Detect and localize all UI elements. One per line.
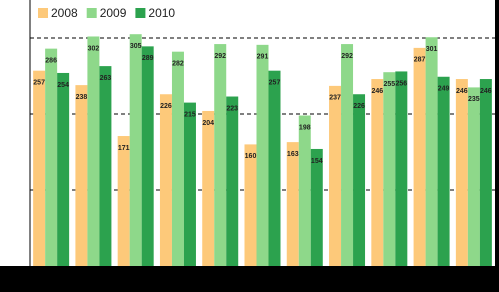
bar (129, 34, 142, 267)
value-label: 235 (468, 96, 480, 103)
bar (99, 66, 112, 267)
value-label: 198 (299, 124, 311, 131)
bar (202, 110, 215, 267)
legend-swatch (135, 8, 146, 18)
value-label: 291 (257, 54, 269, 61)
value-label: 255 (383, 81, 395, 88)
legend-swatch (38, 8, 48, 18)
bar (159, 94, 172, 267)
value-label: 256 (395, 80, 407, 87)
bar (33, 70, 46, 267)
bar (310, 148, 323, 266)
bar (45, 48, 58, 266)
bar (256, 44, 269, 267)
bar (87, 36, 100, 267)
value-label: 302 (88, 45, 100, 52)
bar (75, 85, 88, 267)
bar (425, 37, 438, 266)
value-label: 289 (142, 55, 154, 62)
bar (383, 72, 396, 266)
value-label: 263 (100, 75, 112, 82)
value-label: 286 (45, 57, 57, 64)
value-label: 282 (172, 61, 184, 68)
bar (341, 44, 354, 266)
bar (298, 115, 311, 267)
bar (455, 79, 468, 266)
value-label: 292 (214, 53, 226, 60)
bar (437, 76, 450, 266)
value-label: 301 (426, 46, 438, 53)
bar (413, 47, 426, 266)
value-label: 215 (184, 111, 196, 118)
legend-label: 2010 (148, 6, 175, 20)
bar (479, 79, 492, 266)
bar (117, 136, 130, 266)
bar (286, 142, 299, 266)
bar (353, 94, 366, 267)
legend-label: 2008 (51, 6, 78, 20)
value-label: 246 (480, 88, 492, 95)
value-label: 226 (160, 103, 172, 110)
value-label: 223 (226, 105, 238, 112)
value-label: 246 (456, 88, 468, 95)
value-label: 237 (329, 95, 341, 102)
bar (371, 79, 384, 266)
bar (57, 72, 70, 267)
value-label: 305 (130, 43, 142, 50)
bar (244, 144, 257, 266)
bar (226, 96, 239, 267)
bar (183, 102, 196, 266)
bar (395, 71, 408, 266)
value-label: 292 (341, 53, 353, 60)
value-label: 246 (371, 88, 383, 95)
legend-label: 2009 (100, 6, 127, 20)
value-label: 238 (76, 94, 88, 101)
bar (329, 85, 342, 266)
value-label: 249 (438, 86, 450, 93)
value-label: 171 (118, 145, 130, 152)
value-label: 254 (57, 82, 69, 89)
value-label: 204 (202, 120, 214, 127)
legend-swatch (86, 8, 97, 18)
bar (214, 44, 227, 266)
bar (171, 51, 184, 267)
bar (141, 46, 154, 266)
value-label: 154 (311, 158, 323, 165)
value-label: 163 (287, 151, 299, 158)
value-label: 226 (353, 103, 365, 110)
value-label: 160 (245, 153, 257, 160)
bar (467, 87, 480, 267)
value-label: 257 (269, 80, 281, 87)
value-label: 257 (33, 80, 45, 87)
bar (268, 70, 281, 267)
value-label: 287 (414, 57, 426, 64)
